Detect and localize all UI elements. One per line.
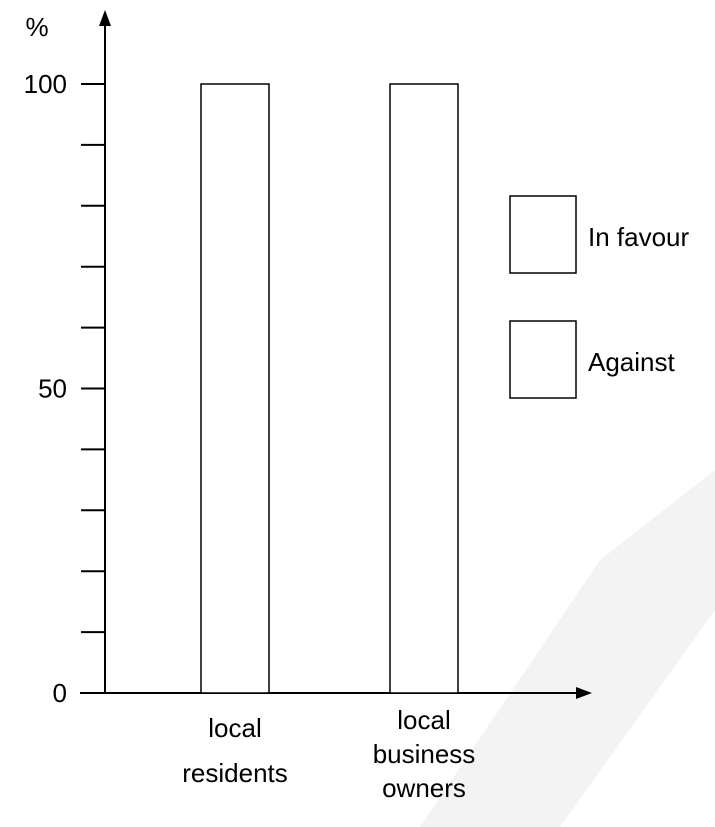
watermark bbox=[420, 470, 715, 827]
legend-label: In favour bbox=[588, 222, 690, 252]
category-label: local bbox=[208, 713, 261, 743]
y-tick-label: 0 bbox=[53, 678, 67, 708]
bar bbox=[389, 83, 459, 694]
x-axis-arrow bbox=[576, 687, 592, 699]
y-tick-label: 100 bbox=[24, 69, 67, 99]
bars: local residents local business owners bbox=[182, 83, 476, 803]
bar bbox=[200, 83, 270, 694]
legend: In favour Against bbox=[509, 195, 690, 399]
category-label: local bbox=[397, 705, 450, 735]
category-label: residents bbox=[182, 758, 288, 788]
legend-label: Against bbox=[588, 347, 675, 377]
axes: 0 50 100 bbox=[24, 10, 592, 708]
legend-swatch bbox=[509, 320, 577, 399]
legend-swatch bbox=[509, 195, 577, 274]
y-tick-label: 50 bbox=[38, 374, 67, 404]
y-axis-arrow bbox=[99, 10, 111, 26]
category-label: owners bbox=[382, 773, 466, 803]
category-label: business bbox=[373, 739, 476, 769]
y-axis-label: % bbox=[25, 12, 48, 42]
